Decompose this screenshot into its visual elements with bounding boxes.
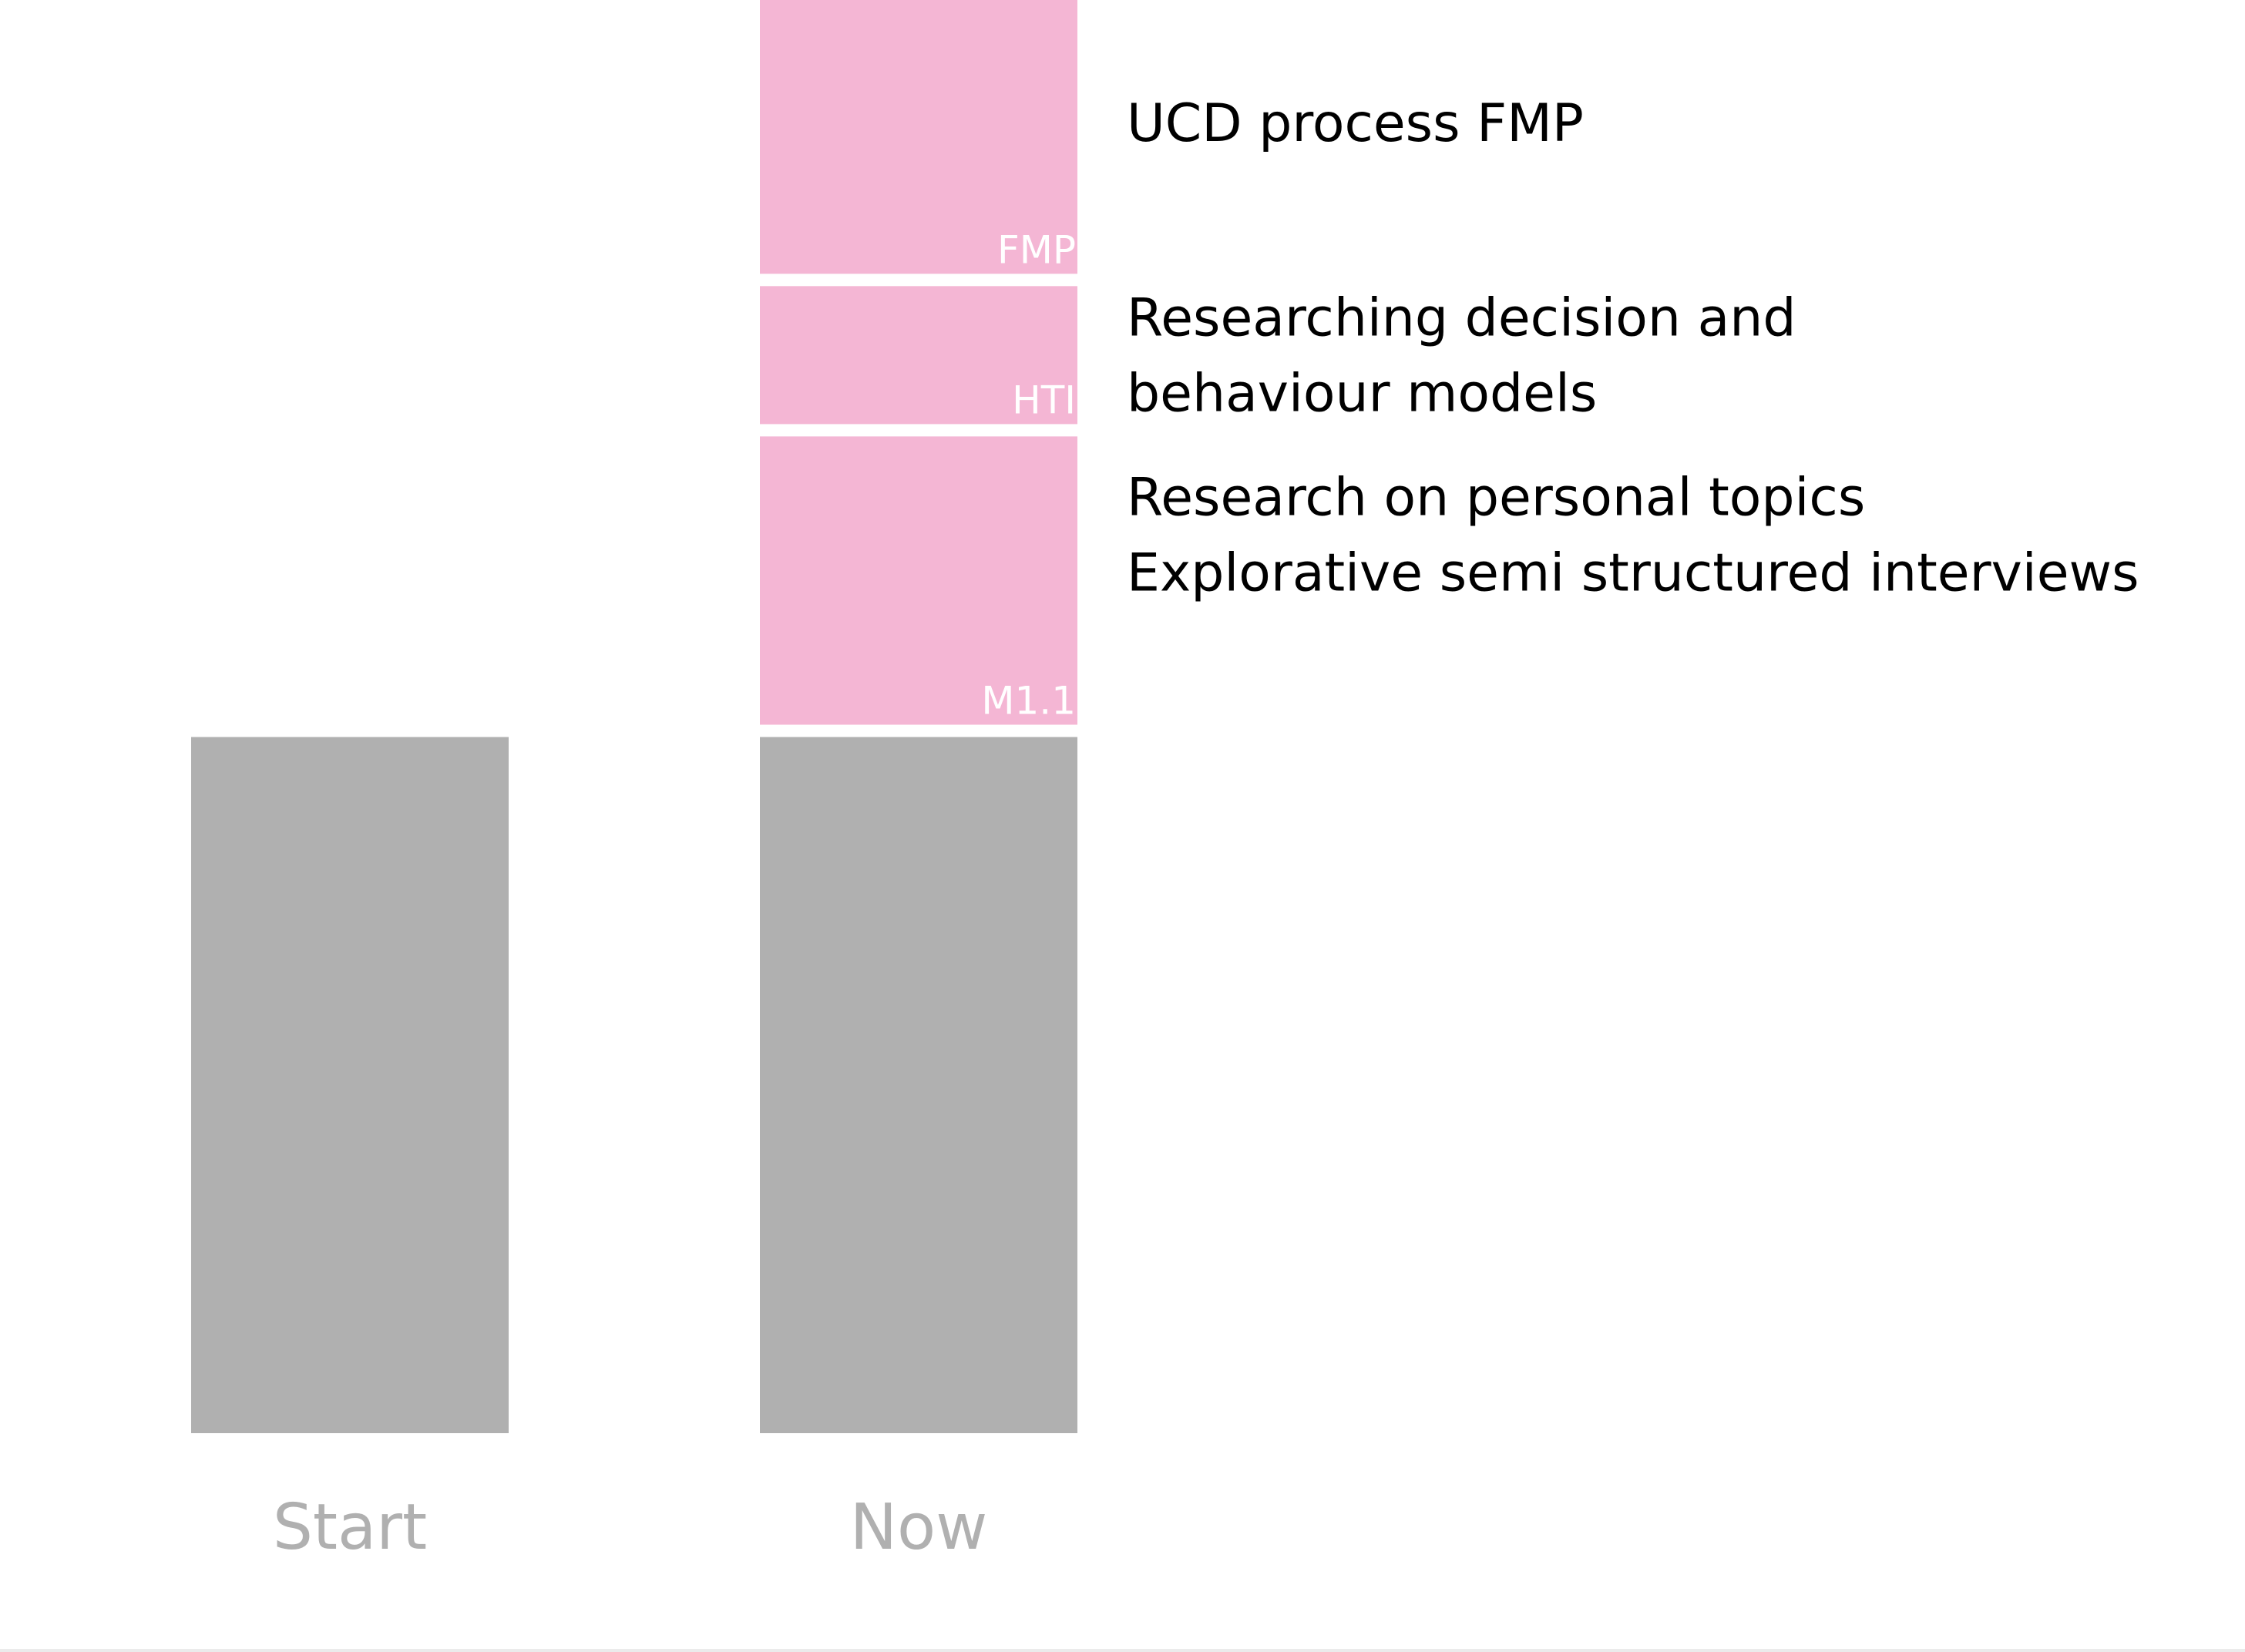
segment-label-m1-1: M1.1 [981,679,1076,724]
annotation-hti-line-1: Researching decision and [1127,287,1796,348]
category-label-now: Now [850,1491,988,1564]
annotation-m1-1-line-1: Research on personal topics [1127,467,1865,528]
bar-now-fmp-segment [760,0,1077,274]
annotation-hti-line-2: behaviour models [1127,363,1597,424]
bar-now-m1-1-segment [760,436,1077,725]
annotation-fmp-line-1: UCD process FMP [1127,93,1584,154]
segment-label-hti: HTI [1012,378,1076,422]
bar-now-base-segment [760,737,1077,1433]
bar-now-hti-segment [760,286,1077,425]
annotation-m1-1-line-2: Explorative semi structured interviews [1127,542,2139,603]
bottom-border [0,1649,2245,1652]
category-label-start: Start [273,1491,427,1564]
segment-label-fmp: FMP [997,227,1076,272]
bar-start-base-segment [191,737,509,1433]
